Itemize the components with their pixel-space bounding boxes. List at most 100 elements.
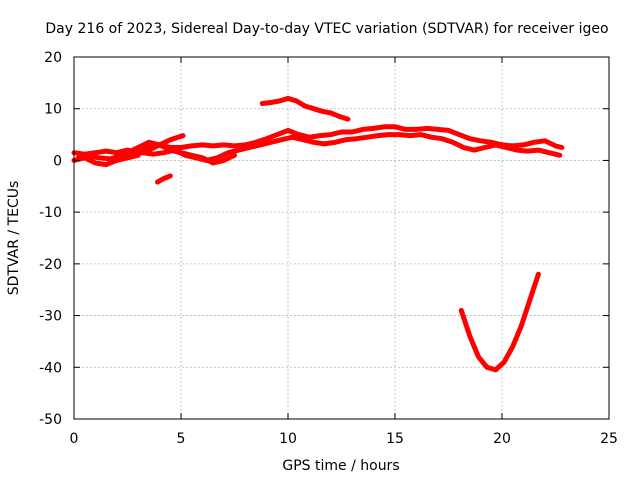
data-point [424,126,430,131]
data-point [418,132,423,137]
data-point [435,127,440,132]
x-tick-label: 25 [600,431,618,447]
data-point [200,142,205,148]
data-point [382,124,387,129]
data-series [71,95,565,373]
grid [74,57,609,419]
data-point [510,344,515,349]
data-point [397,132,402,137]
data-point [472,147,477,153]
data-point [275,132,280,137]
data-point [345,116,351,122]
data-point [328,132,333,137]
x-tick-label: 10 [279,431,297,447]
data-point [525,148,530,154]
data-point [221,158,226,163]
data-point [501,359,507,365]
data-point [178,145,184,150]
data-point [146,140,152,145]
data-point [504,145,509,150]
data-point [300,137,306,142]
data-point [546,150,552,155]
data-point [459,308,464,313]
data-point [531,140,537,145]
data-point [155,179,160,185]
series-v-curve [458,271,541,373]
data-point [307,135,312,140]
axis-ticks: 0 5 10 15 20 25 -50 -40 -30 -20 -10 0 10 20 [39,50,618,447]
data-point [210,160,216,166]
data-point [294,98,299,104]
data-point [180,133,186,138]
data-point [439,136,445,141]
data-point [125,150,130,155]
data-point [375,133,381,138]
data-point [215,155,220,160]
data-point [322,141,327,147]
data-point [337,114,342,119]
data-point [403,127,408,132]
data-point [136,153,141,158]
data-point [232,153,237,158]
data-point [178,150,184,155]
data-point [285,128,291,133]
chart-title: Day 216 of 2023, Sidereal Day-to-day VTE… [45,21,608,37]
y-tick-label: -50 [39,412,62,428]
data-point [407,133,413,138]
data-point [360,127,366,132]
data-point [236,147,241,153]
y-tick-label: 20 [44,50,62,66]
data-point [296,132,301,137]
data-point [268,100,274,105]
data-point [247,145,252,150]
data-point [103,148,109,154]
data-point [151,152,156,157]
data-point [467,136,473,141]
data-point [118,153,124,158]
data-point [311,106,316,111]
data-point [210,143,216,149]
data-point [264,136,269,141]
data-point [365,135,370,140]
y-tick-label: -30 [39,309,62,325]
data-point [168,147,173,153]
data-point [343,137,348,142]
data-point [354,136,359,141]
data-point [493,142,498,148]
data-point [285,96,291,101]
data-point [414,127,419,132]
data-point [279,137,284,142]
data-point [168,137,173,142]
x-tick-label: 5 [177,431,186,447]
data-point [302,103,308,109]
data-point [476,354,481,360]
data-point [311,140,316,145]
data-point [446,128,451,133]
data-point [200,155,205,160]
data-point [146,147,152,153]
data-point [519,323,524,329]
data-point [157,142,162,148]
series-band-lower [75,132,563,163]
data-point [290,135,295,140]
data-point [429,135,434,140]
data-point [542,138,547,143]
y-tick-label: 10 [44,102,62,118]
data-point [328,110,333,116]
data-point [82,155,87,160]
y-axis-label: SDTVAR / TECUs [6,181,22,296]
data-point [332,140,338,145]
data-point [161,176,167,181]
data-point [514,147,520,153]
data-point [536,272,541,277]
data-point [136,145,141,150]
data-point [386,132,391,137]
data-point [125,155,130,160]
data-point [168,173,173,179]
data-point [392,124,398,129]
data-point [339,129,344,135]
data-point [93,160,98,166]
data-point [536,147,541,153]
y-tick-label: 0 [53,153,62,169]
